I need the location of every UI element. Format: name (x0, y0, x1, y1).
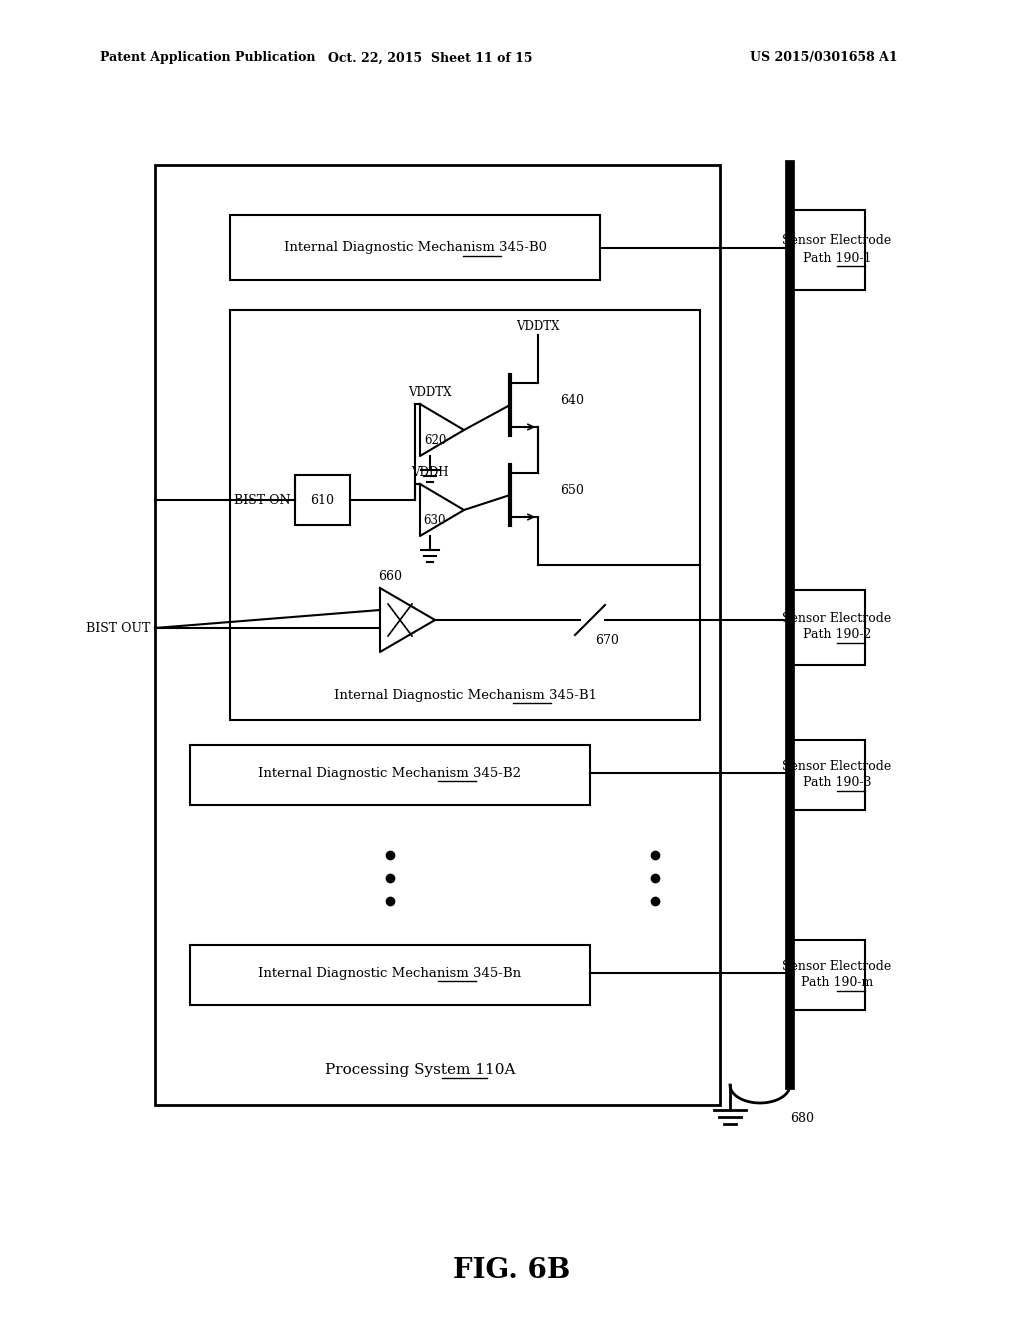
Text: Path 190-3: Path 190-3 (803, 776, 871, 789)
Text: 670: 670 (595, 634, 618, 647)
Text: 640: 640 (560, 393, 584, 407)
Text: FIG. 6B: FIG. 6B (454, 1257, 570, 1283)
Text: 680: 680 (790, 1111, 814, 1125)
Text: Sensor Electrode: Sensor Electrode (782, 235, 892, 248)
Text: 610: 610 (310, 494, 335, 507)
Text: US 2015/0301658 A1: US 2015/0301658 A1 (750, 51, 898, 65)
Text: Patent Application Publication: Patent Application Publication (100, 51, 315, 65)
Text: Oct. 22, 2015  Sheet 11 of 15: Oct. 22, 2015 Sheet 11 of 15 (328, 51, 532, 65)
Text: Sensor Electrode: Sensor Electrode (782, 759, 892, 772)
Text: VDDH: VDDH (412, 466, 449, 479)
Text: Sensor Electrode: Sensor Electrode (782, 960, 892, 973)
Bar (295, 475, 350, 525)
Text: Sensor Electrode: Sensor Electrode (782, 611, 892, 624)
Text: VDDTX: VDDTX (516, 321, 560, 334)
Text: Internal Diagnostic Mechanism 345-B1: Internal Diagnostic Mechanism 345-B1 (334, 689, 597, 701)
Text: Processing System 110A: Processing System 110A (325, 1063, 515, 1077)
Text: 620: 620 (424, 433, 446, 446)
Bar (790, 210, 865, 290)
Bar (790, 940, 865, 1010)
Bar (190, 744, 590, 805)
Text: Path 190-m: Path 190-m (801, 977, 873, 990)
Text: VDDTX: VDDTX (409, 385, 452, 399)
Text: Internal Diagnostic Mechanism 345-Bn: Internal Diagnostic Mechanism 345-Bn (258, 966, 521, 979)
Text: 650: 650 (560, 483, 584, 496)
Bar (190, 945, 590, 1005)
Text: Internal Diagnostic Mechanism 345-B2: Internal Diagnostic Mechanism 345-B2 (258, 767, 521, 780)
Bar (230, 310, 700, 719)
Text: Internal Diagnostic Mechanism 345-B0: Internal Diagnostic Mechanism 345-B0 (284, 242, 547, 255)
Bar (230, 215, 600, 280)
Bar (155, 165, 720, 1105)
Text: BIST OUT: BIST OUT (86, 622, 150, 635)
Text: 630: 630 (424, 513, 446, 527)
Text: Path 190-2: Path 190-2 (803, 628, 871, 642)
Text: BIST ON: BIST ON (233, 494, 290, 507)
Text: Path 190-1: Path 190-1 (803, 252, 871, 264)
Bar (790, 741, 865, 810)
Bar (790, 590, 865, 665)
Text: 660: 660 (378, 569, 402, 582)
